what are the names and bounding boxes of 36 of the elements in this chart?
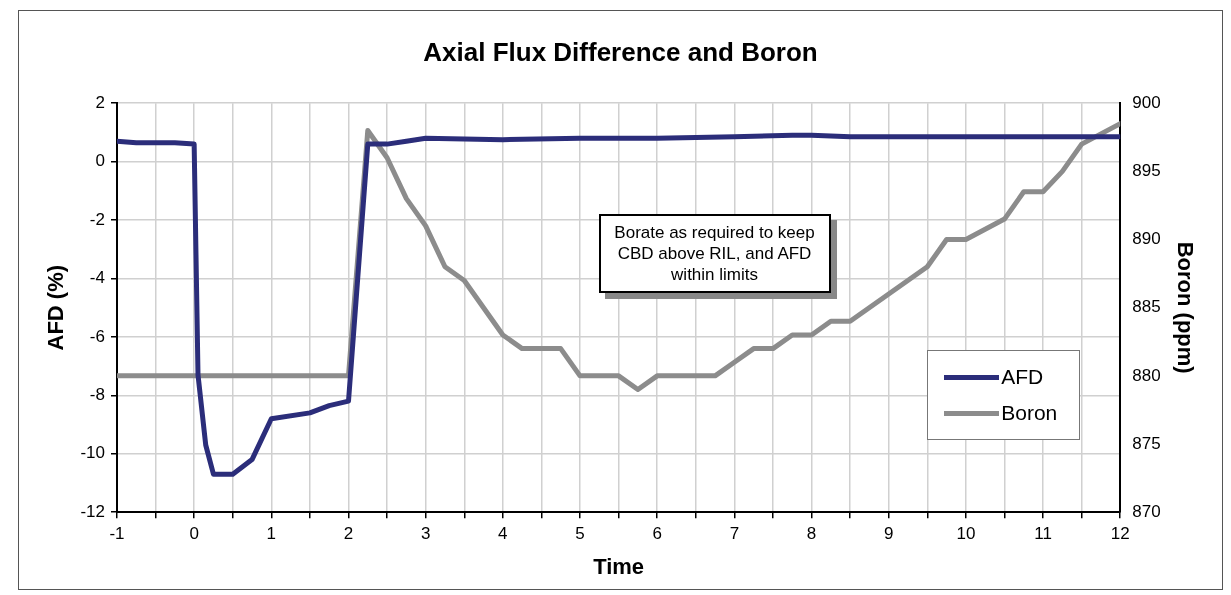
x-tick-label: 11 [1034,524,1052,544]
y2-tick-label: 875 [1132,433,1161,453]
x-tick-label: 9 [883,524,894,544]
legend-label: AFD [1001,365,1044,390]
chart-title: Axial Flux Difference and Boron [423,36,818,67]
y2-tick-label: 880 [1132,365,1161,385]
y-tick-label: -8 [89,385,105,405]
y2-tick-label: 895 [1132,161,1161,181]
x-axis-title: Time [593,553,645,579]
y-axis-title: AFD (%) [43,264,69,351]
y2-tick-label: 885 [1132,297,1161,317]
x-tick-label: 1 [266,524,277,544]
y-tick-label: 0 [95,151,105,171]
y2-tick-label: 890 [1132,229,1161,249]
y2-tick-label: 900 [1132,92,1161,112]
y-tick-label: -10 [80,443,105,463]
x-tick-label: -1 [109,524,125,544]
x-tick-label: 2 [343,524,354,544]
x-tick-label: 6 [652,524,662,544]
y2-tick-label: 870 [1132,501,1161,521]
y-tick-label: 2 [95,92,105,112]
x-tick-label: 12 [1110,524,1130,544]
x-tick-label: 10 [956,524,976,544]
y2-axis-title: Boron (ppm) [1172,241,1198,374]
legend-label: Boron [1001,401,1058,426]
x-tick-label: 8 [806,524,817,544]
y-tick-label: -12 [80,501,105,521]
y-tick-label: -2 [89,209,105,229]
x-tick-label: 3 [420,524,431,544]
y-tick-label: -6 [89,326,105,346]
x-tick-label: 7 [729,524,740,544]
annotation: Borate as required to keep CBD above RIL, and AFD within limits [598,213,831,294]
x-tick-label: 5 [575,524,585,544]
x-tick-label: 4 [498,524,508,544]
x-tick-label: 0 [189,524,199,544]
y-tick-label: -4 [89,268,105,288]
